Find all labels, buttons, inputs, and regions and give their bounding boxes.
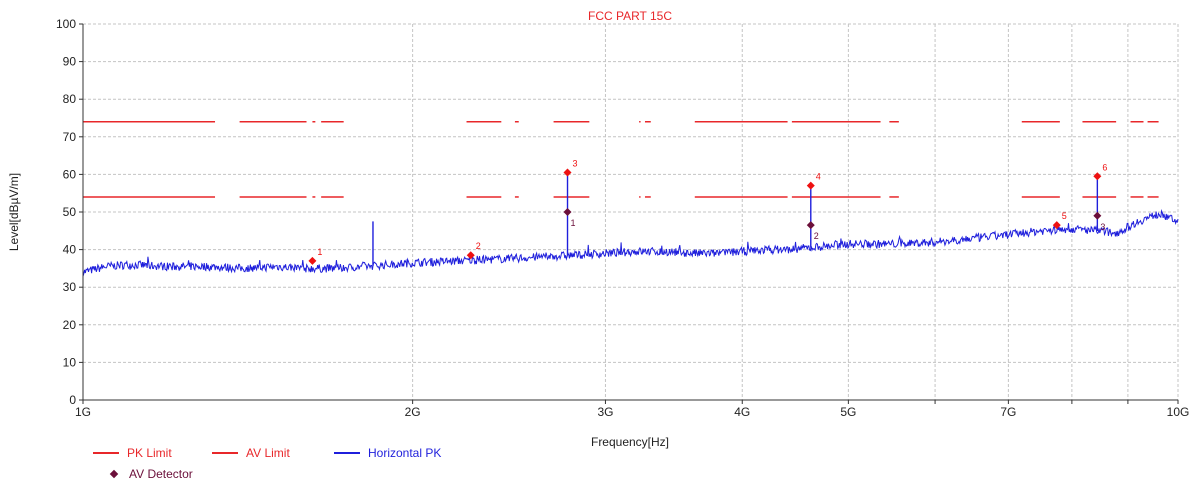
limit-lines [83,121,1159,198]
legend-label: AV Limit [246,446,290,460]
av-marker-label: 2 [814,231,819,241]
y-tick-label: 30 [63,280,77,294]
legend-label: Horizontal PK [368,446,442,460]
legend-item-pk-limit: PK Limit [93,446,172,460]
pk-marker-label: 5 [1062,211,1067,221]
pk-limit-swatch [93,452,119,454]
grid-lines [82,23,1179,401]
legend-item-horizontal-pk: Horizontal PK [334,446,441,460]
legend-item-av-limit: AV Limit [212,446,290,460]
chart-title: FCC PART 15C [588,9,672,23]
x-tick-label: 10G [1167,405,1190,419]
pk-marker-label: 1 [317,247,322,257]
x-tick-label: 1G [75,405,91,419]
av-limit-swatch [212,452,238,454]
y-tick-label: 10 [63,355,77,369]
y-tick-label: 60 [63,167,77,181]
pk-marker-label: 4 [816,172,821,182]
y-tick-label: 0 [69,393,76,407]
av-marker [806,221,815,230]
x-tick-label: 5G [840,405,856,419]
x-tick-label: 2G [405,405,421,419]
y-tick-label: 80 [63,92,77,106]
horizontal-pk-swatch [334,452,360,454]
legend-label: PK Limit [127,446,172,460]
axes: 0 10 20 30 40 50 60 70 80 90 100 1G 2G 3G 4G 5G 7G 10G [56,17,1189,419]
x-axis-label: Frequency[Hz] [591,435,669,449]
pk-marker [1052,221,1061,230]
av-marker-label: 3 [1100,222,1105,232]
av-detector-swatch [109,469,119,479]
y-tick-label: 50 [63,205,77,219]
pk-marker-label: 6 [1102,162,1107,172]
av-marker [1093,211,1102,220]
pk-marker-label: 3 [573,159,578,169]
y-tick-label: 70 [63,130,77,144]
legend-item-av-detector: AV Detector [93,467,193,481]
pk-marker [1093,172,1102,181]
pk-marker-label: 2 [476,241,481,251]
y-axis-label: Level[dBµV/m] [7,173,21,251]
x-tick-label: 4G [734,405,750,419]
av-marker [563,208,572,216]
horizontal-pk-line [82,209,1179,277]
y-tick-label: 100 [56,17,76,31]
y-tick-label: 40 [63,243,77,257]
pk-marker [308,256,317,265]
pk-marker [806,181,815,190]
pk-marker [466,251,475,260]
markers: 1 2 3 4 5 6 1 2 3 [308,159,1107,265]
x-tick-label: 3G [597,405,613,419]
y-tick-label: 20 [63,318,77,332]
legend-label: AV Detector [129,467,193,481]
y-tick-label: 90 [63,55,77,69]
x-tick-label: 7G [1000,405,1016,419]
pk-marker [563,168,572,177]
av-marker-label: 1 [571,218,576,228]
